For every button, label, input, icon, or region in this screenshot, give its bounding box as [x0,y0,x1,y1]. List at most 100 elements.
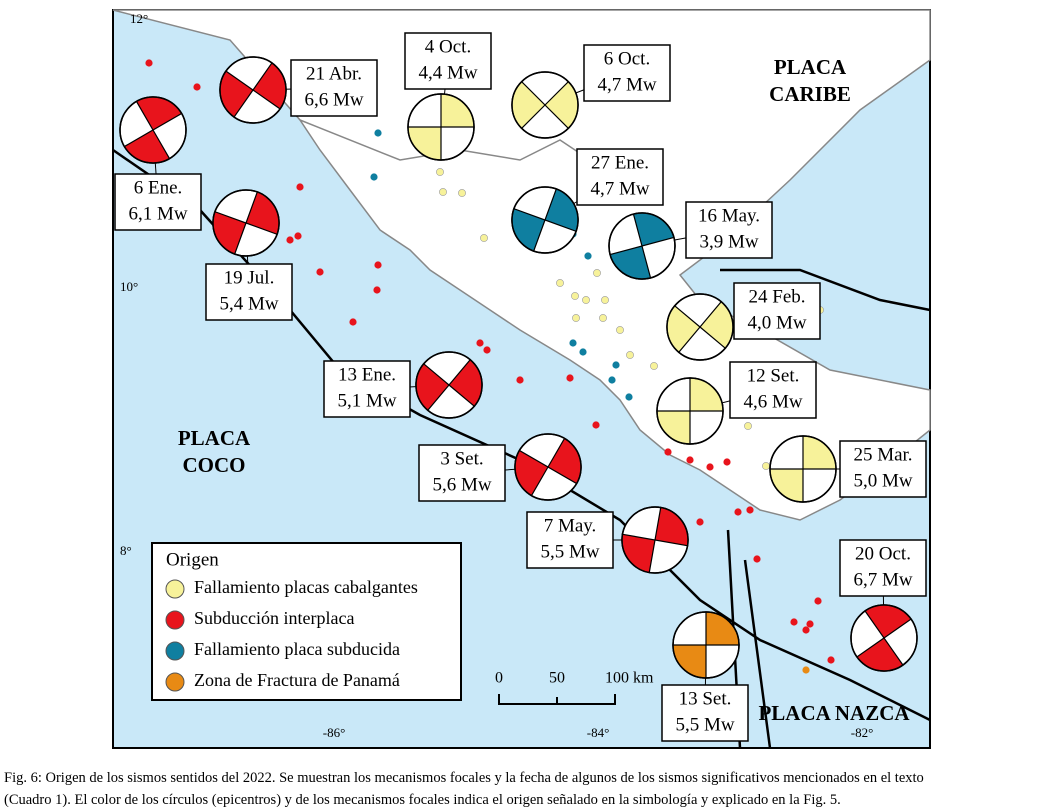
epicenter [592,421,600,429]
epicenter [483,346,491,354]
event: 16 May. 3,9 Mw [608,201,773,280]
epicenter [572,314,580,322]
event-magnitude: 5,1 Mw [337,390,396,411]
event-box [839,539,927,597]
land [112,9,931,521]
epicenter [296,183,304,191]
lat-label: 12° [130,11,148,26]
event-magnitude: 6,7 Mw [853,569,912,590]
lat-label: 8° [120,543,132,558]
epicenter [439,188,447,196]
epicenter [556,279,564,287]
focal-outline [514,433,582,501]
focal-outline [219,56,287,124]
epicenter [374,261,382,269]
event-date: 12 Set. [747,365,800,386]
event-date: 20 Oct. [855,543,911,564]
caption: Fig. 6: Origen de los sismos sentidos de… [4,770,924,786]
focal-outline [769,435,837,503]
event: 4 Oct. 4,4 Mw [404,32,492,161]
event-magnitude: 4,7 Mw [590,178,649,199]
legend-label: Zona de Fractura de Panamá [194,670,400,690]
event-date: 16 May. [698,205,760,226]
epicenter [696,518,704,526]
event-magnitude: 4,7 Mw [597,74,656,95]
epicenter [650,362,658,370]
event-box [526,511,614,569]
event-magnitude: 5,4 Mw [219,293,278,314]
epicenter [476,339,484,347]
epicenter [286,236,294,244]
legend-swatch [165,579,185,599]
epicenter [593,269,601,277]
epicenter [616,326,624,334]
lon-label: -86° [323,725,346,740]
event-box [661,684,749,742]
map: 21 Abr. 6,6 Mw 6 Ene. 6,1 Mw 19 Jul. 5,4 Mw 4 … [112,9,931,749]
plate-label: PLACA COCO [178,426,251,477]
focal-outline [511,71,579,139]
event-box [323,360,411,418]
event-magnitude: 4,0 Mw [747,312,806,333]
event-date: 24 Feb. [749,286,806,307]
event-box [685,201,773,259]
event: 19 Jul. 5,4 Mw [205,189,293,321]
legend-swatch [165,641,185,661]
epicenter [814,597,822,605]
caption: (Cuadro 1). El color de los círculos (ep… [4,792,841,808]
event-box [205,263,293,321]
epicenter [373,286,381,294]
deformed-belt [720,268,931,312]
epicenter [582,296,590,304]
event: 6 Oct. 4,7 Mw [511,44,671,139]
focal-outline [656,377,724,445]
legend: Origen Fallamiento placas cabalgantes Sub… [151,542,462,701]
epicenter [806,620,814,628]
epicenter [790,618,798,626]
focal-outline [511,186,579,254]
epicenter [744,422,752,430]
epicenter [294,232,302,240]
event: 20 Oct. 6,7 Mw [839,539,927,672]
epicenter [316,268,324,276]
epicenter [579,348,587,356]
epicenter [625,393,633,401]
event-date: 6 Ene. [134,177,183,198]
event-date: 7 May. [544,515,597,536]
event-date: 13 Set. [679,688,732,709]
legend-title: Origen [166,549,219,570]
focal-outline [666,293,734,361]
epicenter [762,462,770,470]
scale-label: 0 [495,670,503,687]
legend-swatch [165,672,185,692]
event-box [583,44,671,102]
event: 6 Ene. 6,1 Mw [114,96,202,231]
epicenter [599,314,607,322]
event-magnitude: 4,6 Mw [743,391,802,412]
epicenter [746,506,754,514]
scale-bar: 0 50 100 km [495,670,654,705]
legend-label: Fallamiento placas cabalgantes [194,577,418,597]
event: 25 Mar. 5,0 Mw [769,435,927,503]
event-box [576,148,664,206]
focal-outline [415,351,483,419]
event-box [114,173,202,231]
epicenter [458,189,466,197]
epicenter [664,448,672,456]
legend-swatch [165,610,185,630]
event-date: 21 Abr. [306,63,362,84]
event-magnitude: 6,1 Mw [128,203,187,224]
epicenter [566,374,574,382]
focal-outline [621,506,689,574]
event-date: 25 Mar. [853,444,912,465]
event: 13 Set. 5,5 Mw [661,611,749,742]
event-date: 19 Jul. [224,267,275,288]
epicenter [145,59,153,67]
events: 21 Abr. 6,6 Mw 6 Ene. 6,1 Mw 19 Jul. 5,4 Mw 4 … [114,32,927,742]
epicenter [349,318,357,326]
event: 12 Set. 4,6 Mw [656,361,817,445]
lat-label: 10° [120,279,138,294]
event-box [290,59,378,117]
epicenter [569,339,577,347]
event-magnitude: 5,6 Mw [432,474,491,495]
